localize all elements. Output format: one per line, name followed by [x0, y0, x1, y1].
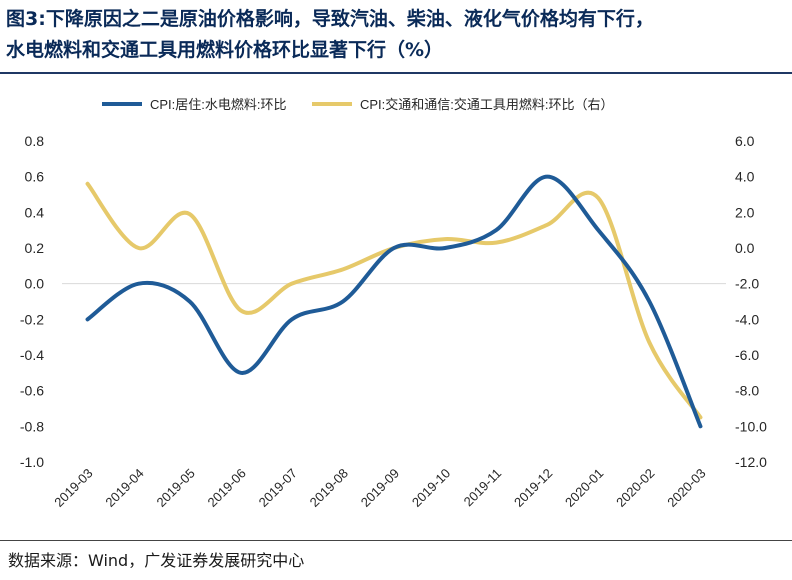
- y-right-tick-label: -2.0: [735, 276, 759, 292]
- x-tick-label: 2019-12: [511, 466, 555, 510]
- y-right-tick-label: -4.0: [735, 311, 759, 327]
- footer-divider: [0, 540, 792, 541]
- series-line-fuel: [85, 181, 703, 420]
- y-right-tick-label: 0.0: [735, 240, 755, 256]
- y-left-tick-label: -0.4: [20, 347, 44, 363]
- y-left-tick-label: -0.8: [20, 418, 44, 434]
- legend-label-fuel: CPI:交通和通信:交通工具用燃料:环比（右）: [360, 97, 614, 112]
- y-left-tick-label: -1.0: [20, 454, 44, 470]
- x-tick-label: 2019-06: [205, 466, 249, 510]
- y-left-tick-label: -0.6: [20, 383, 44, 399]
- y-left-tick-label: 0.2: [25, 240, 45, 256]
- title-divider: [0, 72, 792, 74]
- legend-label-utilities: CPI:居住:水电燃料:环比: [150, 97, 287, 112]
- source-note: 数据来源：Wind，广发证券发展研究中心: [8, 551, 305, 570]
- x-tick-label: 2019-03: [51, 466, 95, 510]
- y-right-tick-label: -6.0: [735, 347, 759, 363]
- title-line-2: 水电燃料和交通工具用燃料价格环比显著下行（%）: [6, 39, 444, 61]
- line-chart: 0.8 0.6 0.4 0.2 0.0 -0.2 -0.4 -0.6 -0.8 -1.0 6.0 4.…: [20, 97, 767, 510]
- y-right-tick-label: -12.0: [735, 454, 767, 470]
- y-left-tick-label: 0.4: [25, 204, 45, 220]
- y-right-tick-label: 4.0: [735, 169, 755, 185]
- x-tick-label: 2019-10: [409, 466, 453, 510]
- y-left-tick-label: 0.0: [25, 276, 45, 292]
- title-text-1: 下降原因之二是原油价格影响，导致汽油、柴油、液化气价格均有下行，: [45, 8, 654, 30]
- y-left-tick-label: 0.8: [25, 133, 45, 149]
- x-tick-label: 2020-03: [664, 466, 708, 510]
- x-tick-label: 2020-01: [562, 466, 606, 510]
- x-tick-label: 2019-11: [461, 466, 505, 510]
- x-tick-label: 2019-05: [153, 466, 197, 510]
- y-right-tick-label: 6.0: [735, 133, 755, 149]
- y-right-tick-label: 2.0: [735, 204, 755, 220]
- y-right-tick-label: -10.0: [735, 418, 767, 434]
- x-tick-label: 2019-04: [102, 466, 146, 510]
- chart-title: 图3:下降原因之二是原油价格影响，导致汽油、柴油、液化气价格均有下行， 水电燃料…: [6, 4, 788, 66]
- y-right-tick-label: -8.0: [735, 383, 759, 399]
- series-line-utilities: [85, 174, 703, 429]
- y-left-tick-label: -0.2: [20, 311, 44, 327]
- figure-number: 图3:: [6, 8, 46, 30]
- title-line-1: 图3:下降原因之二是原油价格影响，导致汽油、柴油、液化气价格均有下行，: [6, 4, 788, 35]
- x-tick-label: 2020-02: [613, 466, 657, 510]
- x-tick-label: 2019-08: [307, 466, 351, 510]
- x-tick-label: 2019-09: [358, 466, 402, 510]
- y-left-tick-label: 0.6: [25, 169, 45, 185]
- x-tick-label: 2019-07: [256, 466, 300, 510]
